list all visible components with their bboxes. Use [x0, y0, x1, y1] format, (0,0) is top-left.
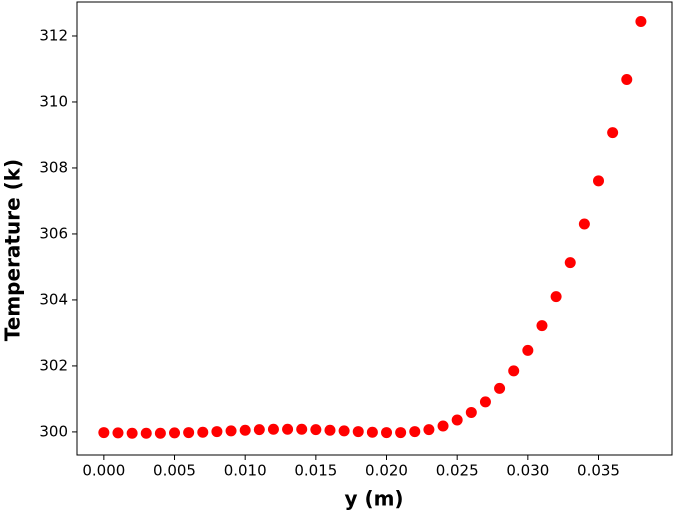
- x-tick-label: 0.000: [82, 462, 125, 480]
- y-tick-label: 300: [39, 422, 68, 440]
- y-tick-label: 308: [39, 158, 68, 176]
- x-tick-label: 0.010: [224, 462, 267, 480]
- point: [183, 427, 195, 439]
- point: [239, 424, 251, 436]
- point: [607, 127, 619, 139]
- point: [578, 218, 590, 230]
- point: [140, 427, 152, 439]
- point: [225, 425, 237, 437]
- point: [282, 423, 294, 435]
- point: [211, 426, 223, 438]
- point: [550, 291, 562, 303]
- point: [437, 420, 449, 432]
- point: [564, 257, 576, 269]
- y-axis-label: Temperature (k): [1, 159, 25, 341]
- point: [522, 344, 534, 356]
- x-axis-label: y (m): [344, 487, 403, 511]
- point: [98, 427, 110, 439]
- point: [451, 414, 463, 426]
- plot-frame: [76, 1, 673, 456]
- point: [479, 396, 491, 408]
- y-tick-label: 312: [39, 26, 68, 44]
- x-tick-label: 0.015: [294, 462, 337, 480]
- point: [536, 320, 548, 332]
- point: [409, 426, 421, 438]
- x-tick-label: 0.005: [153, 462, 196, 480]
- y-tick-label: 306: [39, 224, 68, 242]
- point: [338, 425, 350, 437]
- x-tick-label: 0.025: [436, 462, 479, 480]
- point: [253, 424, 265, 436]
- point: [366, 426, 378, 438]
- point: [197, 426, 209, 438]
- point: [395, 427, 407, 439]
- point: [593, 175, 605, 187]
- point: [381, 427, 393, 439]
- point: [494, 382, 506, 394]
- point: [352, 426, 364, 438]
- point: [423, 424, 435, 436]
- point: [126, 427, 138, 439]
- point: [635, 15, 647, 27]
- point: [296, 423, 308, 435]
- point: [169, 427, 181, 439]
- point: [324, 424, 336, 436]
- point: [508, 365, 520, 377]
- y-tick-label: 304: [39, 290, 68, 308]
- y-tick-label: 310: [39, 92, 68, 110]
- point: [621, 74, 633, 86]
- point: [310, 424, 322, 436]
- x-tick-label: 0.030: [506, 462, 549, 480]
- point: [154, 427, 166, 439]
- point: [267, 423, 279, 435]
- point: [465, 406, 477, 418]
- x-tick-label: 0.035: [577, 462, 620, 480]
- x-tick-label: 0.020: [365, 462, 408, 480]
- y-tick-label: 302: [39, 356, 68, 374]
- point: [112, 427, 124, 439]
